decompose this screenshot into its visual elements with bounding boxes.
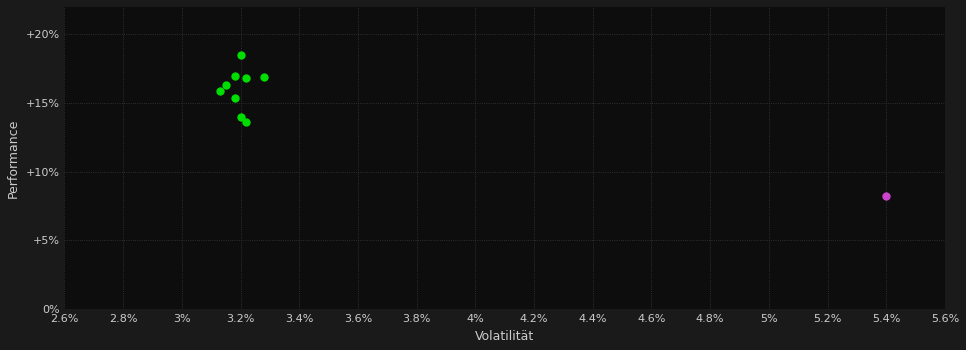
Point	[239, 119, 254, 125]
Point	[213, 88, 228, 93]
Point	[227, 95, 242, 100]
Point	[233, 114, 248, 120]
Point	[878, 194, 894, 199]
Point	[227, 73, 242, 78]
Point	[218, 82, 234, 88]
Y-axis label: Performance: Performance	[7, 118, 20, 198]
Point	[233, 52, 248, 58]
X-axis label: Volatilität: Volatilität	[475, 330, 534, 343]
Point	[239, 76, 254, 81]
Point	[256, 74, 271, 80]
